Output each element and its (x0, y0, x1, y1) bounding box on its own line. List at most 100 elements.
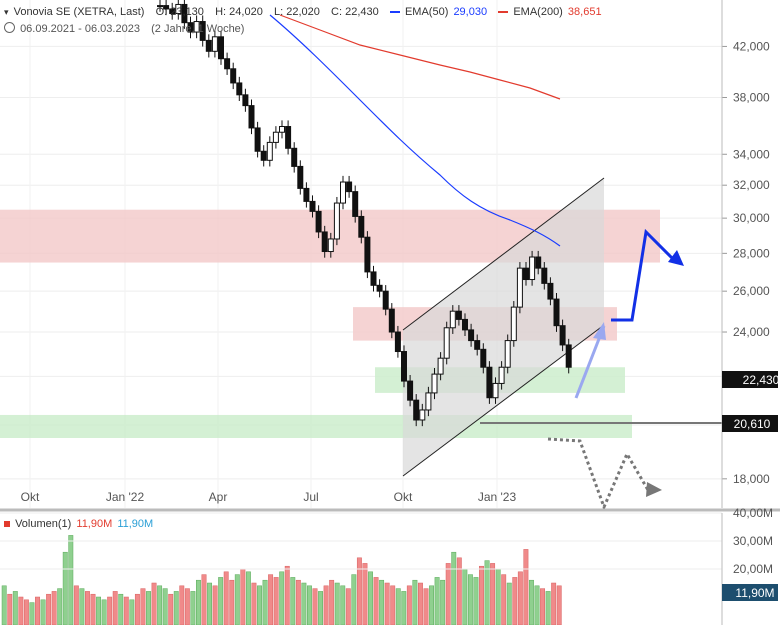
candle-body (419, 409, 426, 421)
volume-bar (29, 602, 35, 625)
volume-bar (512, 577, 518, 625)
candle-body (285, 126, 292, 149)
channel-fill (403, 178, 604, 476)
volume-bar (157, 585, 163, 625)
volume-bar (184, 588, 190, 625)
x-tick-label: Jul (303, 490, 318, 504)
volume-last-badge: 11,90M (722, 584, 778, 601)
ema200-legend-label: EMA(200) (513, 6, 563, 18)
volume-bar (462, 568, 468, 625)
time-axis: Okt Jan '22 Apr Jul Okt Jan '23 (21, 490, 517, 504)
volume-bar (368, 571, 373, 625)
candle-body (474, 340, 481, 350)
candle-body (376, 284, 383, 292)
candle-body (199, 21, 206, 41)
candle-body (163, 5, 170, 10)
x-tick-label: Okt (21, 490, 40, 504)
volume-bar (129, 599, 135, 625)
volume-bar (429, 585, 435, 625)
volume-bar (484, 560, 490, 625)
grey-arrow-head (646, 482, 662, 497)
candle-body (175, 3, 182, 14)
candle-body (541, 267, 548, 284)
volume-bar (556, 585, 562, 625)
x-tick-label: Jan '23 (478, 490, 517, 504)
volume-bar (134, 593, 140, 625)
chart-title: Vonovia SE (XETRA, Last) (13, 6, 145, 18)
volume-bar (146, 591, 151, 625)
volume-bar (40, 599, 46, 625)
volume-bar (112, 591, 118, 625)
volume-bar (123, 596, 129, 625)
candle-body (401, 351, 407, 382)
volume-bar (168, 593, 174, 625)
last-price-badge: 22,430 (722, 371, 780, 388)
high-value: H: 24,020 (215, 6, 263, 18)
volume-bar (545, 591, 551, 625)
chart-header: ▾ Vonovia SE (XETRA, Last) O: 23,130 H: … (4, 6, 604, 18)
volume-bar (356, 557, 362, 625)
candle-body (559, 325, 566, 346)
volume-bar (90, 593, 96, 625)
candle-body (504, 340, 511, 368)
volume-bar (196, 579, 201, 625)
volume-bar (290, 577, 296, 625)
candle-body (547, 282, 554, 300)
channel-upper-line (402, 177, 605, 331)
candle-body (523, 267, 529, 281)
volume-bar (517, 571, 523, 625)
candle-body (346, 181, 353, 193)
volume-bar (46, 593, 52, 625)
volume-bar (35, 596, 40, 625)
candle-body (480, 348, 487, 368)
volume-bar (96, 596, 101, 625)
volume-bar (334, 582, 340, 625)
volume-bar (434, 577, 440, 625)
volume-bar (401, 591, 407, 625)
volume-bar (207, 582, 213, 625)
volume-bar (418, 582, 423, 625)
volume-bar (51, 591, 57, 625)
volume-bar (467, 574, 473, 625)
ema200-line (279, 14, 561, 100)
volume-bar (312, 588, 318, 625)
volume-bar (406, 585, 412, 625)
candle-body (468, 329, 475, 342)
chevron-down-icon[interactable]: ▾ (4, 7, 9, 17)
candle-body (157, 5, 163, 8)
volume-bar (273, 577, 279, 625)
candle-body (352, 191, 359, 217)
y-tick-label: 38,000 (733, 91, 770, 105)
ema50-legend-value: 29,030 (453, 6, 488, 18)
candle-body (565, 344, 572, 368)
volume-bar (190, 591, 196, 625)
candle-body (529, 256, 536, 281)
grey-scenario-line (547, 437, 650, 512)
x-tick-label: Okt (394, 490, 413, 504)
volume-bar (245, 571, 251, 625)
candle-body (449, 310, 456, 329)
candle-body (498, 366, 505, 384)
volume-axis: 40,00M 30,00M 20,00M (0, 506, 773, 625)
candle-body (553, 298, 560, 327)
candle-body (279, 126, 285, 133)
candle-body (388, 308, 395, 333)
candle-body (218, 36, 224, 60)
volume-bar (18, 596, 24, 625)
candles (157, 0, 572, 427)
candle-body (291, 147, 298, 167)
volume-bar (451, 551, 457, 625)
volume-bar (456, 557, 462, 625)
volume-value-red: 11,90M (76, 518, 113, 530)
volume-bar (523, 549, 529, 625)
candle-body (327, 238, 334, 253)
volume-bar (501, 574, 507, 625)
candle-body (309, 200, 316, 212)
ema50-line (269, 14, 561, 247)
volume-bar (351, 574, 357, 625)
volume-bar (284, 565, 290, 625)
date-period: (2 Jahre, 1 Woche) (151, 23, 245, 35)
volume-bar (529, 579, 534, 625)
volume-bar (301, 582, 307, 625)
